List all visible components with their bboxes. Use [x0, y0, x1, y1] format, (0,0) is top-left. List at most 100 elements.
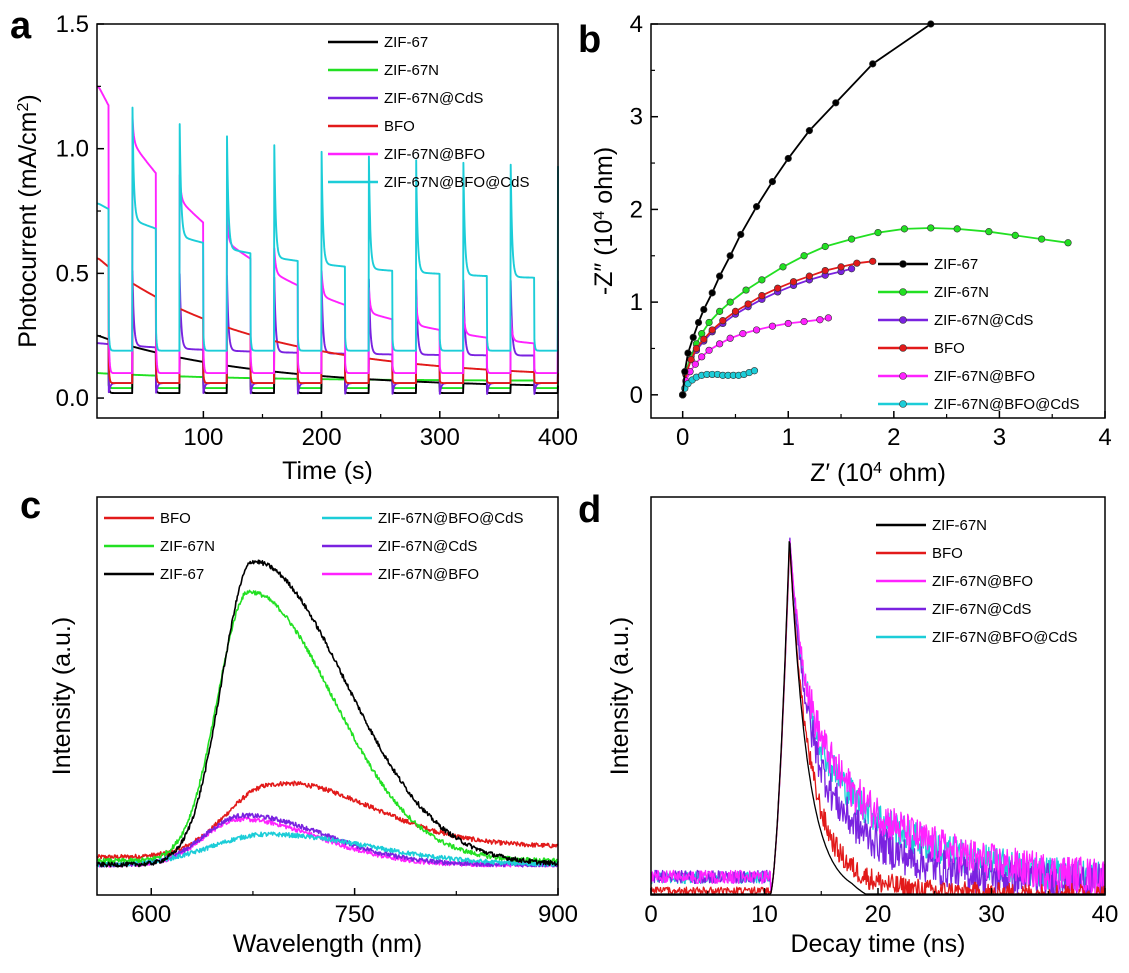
- data-point: [779, 263, 787, 271]
- x-tick-label: 400: [538, 424, 578, 451]
- plot-frame: [96, 496, 559, 896]
- plot-frame: [96, 23, 559, 419]
- data-point: [768, 322, 777, 330]
- y-tick-label: 3: [630, 104, 643, 131]
- series-line: [96, 559, 559, 868]
- panel-c: 600 750 900 Wavelength (nm) Intensity (a.u.)…: [48, 496, 578, 958]
- legend-label: ZIF-67: [384, 34, 428, 51]
- legend-marker: [899, 372, 907, 380]
- data-point: [708, 289, 716, 297]
- x-tick-label: 4: [1098, 424, 1111, 451]
- x-tick-label: 300: [420, 424, 460, 451]
- plot-frame: [650, 496, 1106, 896]
- label-part: 4: [591, 211, 608, 220]
- series-line: [681, 23, 932, 395]
- label-part: 4: [873, 460, 882, 477]
- legend-label: ZIF-67N@BFO: [934, 368, 1035, 385]
- legend-label: ZIF-67N@BFO@CdS: [934, 396, 1079, 413]
- series-line: [650, 537, 1106, 895]
- data-point: [726, 334, 734, 342]
- data-point: [731, 307, 740, 315]
- data-point: [684, 349, 692, 357]
- legend-marker: [899, 344, 907, 352]
- legend-label: ZIF-67N@BFO@CdS: [932, 629, 1077, 646]
- data-point: [691, 360, 699, 368]
- label-part: ohm): [590, 147, 618, 211]
- data-point: [821, 266, 829, 275]
- data-point: [700, 335, 708, 343]
- plot-frame: [650, 23, 1106, 419]
- data-point: [742, 286, 750, 294]
- data-point: [768, 178, 777, 186]
- y-axis-label: Intensity (a.u.): [606, 617, 634, 775]
- legend-label: ZIF-67N: [160, 538, 215, 555]
- label-part: ohm): [882, 459, 946, 487]
- y-tick-label: 4: [630, 11, 643, 38]
- data-point: [848, 265, 856, 273]
- x-tick-label: 3: [993, 424, 1006, 451]
- data-point: [869, 257, 877, 265]
- data-point: [758, 292, 766, 300]
- series-line: [96, 334, 559, 395]
- x-tick-label: 0: [676, 424, 689, 451]
- series-line: [96, 270, 559, 395]
- legend-label: ZIF-67: [160, 566, 204, 583]
- x-axis-label: Z′ (104 ohm): [810, 459, 946, 487]
- x-tick-label: 100: [183, 424, 223, 451]
- data-point: [726, 298, 734, 306]
- data-point: [800, 317, 808, 326]
- legend-label: ZIF-67N@CdS: [932, 601, 1031, 618]
- legend-label: BFO: [934, 340, 965, 357]
- x-tick-label: 20: [865, 901, 892, 928]
- data-point: [824, 314, 832, 322]
- data-point: [832, 99, 840, 107]
- data-point: [719, 317, 727, 325]
- panel-label-b: b: [578, 19, 601, 61]
- data-point: [739, 330, 747, 338]
- legend-label: ZIF-67N: [932, 517, 987, 534]
- x-tick-label: 30: [978, 901, 1005, 928]
- panel-a: 100 200 300 400 0.0 0.5 1.0 1.5 Time (s) Photocur…: [14, 11, 578, 485]
- data-point: [816, 316, 824, 324]
- data-point: [789, 278, 798, 286]
- legend-label: ZIF-67N@BFO@CdS: [378, 510, 523, 527]
- series-line: [650, 540, 1106, 895]
- legend-label: ZIF-67N@CdS: [934, 312, 1033, 329]
- label-part: Photocurrent (mA/cm: [14, 112, 42, 348]
- label-part: 2: [15, 103, 32, 112]
- x-axis-label: Wavelength (nm): [233, 930, 422, 958]
- panel-label-d: d: [578, 489, 601, 531]
- legend-marker: [899, 316, 907, 324]
- data-point: [681, 368, 689, 376]
- data-point: [821, 242, 829, 251]
- data-point: [698, 353, 706, 361]
- legend-label: ZIF-67N: [384, 62, 439, 79]
- panel-label-c: c: [20, 485, 41, 527]
- y-tick-label: 1: [630, 289, 643, 316]
- series-line: [96, 831, 559, 868]
- y-tick-label: 1.5: [56, 11, 89, 38]
- legend-marker: [899, 288, 907, 296]
- x-tick-label: 0: [644, 901, 657, 928]
- x-tick-label: 1: [782, 424, 795, 451]
- data-point: [744, 300, 752, 308]
- data-point: [1038, 235, 1046, 243]
- data-point: [752, 326, 761, 334]
- legend-label: ZIF-67N@BFO: [932, 573, 1033, 590]
- data-point: [1011, 231, 1019, 239]
- data-point: [900, 225, 908, 233]
- data-point: [874, 228, 882, 237]
- data-point: [737, 230, 745, 239]
- panel-label-a: a: [10, 5, 32, 47]
- x-tick-label: 750: [335, 901, 375, 928]
- data-point: [687, 355, 695, 364]
- series-line: [650, 544, 1106, 895]
- series-line: [96, 372, 559, 390]
- data-point: [837, 263, 845, 271]
- y-axis-label: -Z″ (104 ohm): [590, 147, 618, 295]
- label-part: -Z″ (10: [590, 220, 618, 296]
- legend-label: BFO: [932, 545, 963, 562]
- data-point: [985, 228, 993, 236]
